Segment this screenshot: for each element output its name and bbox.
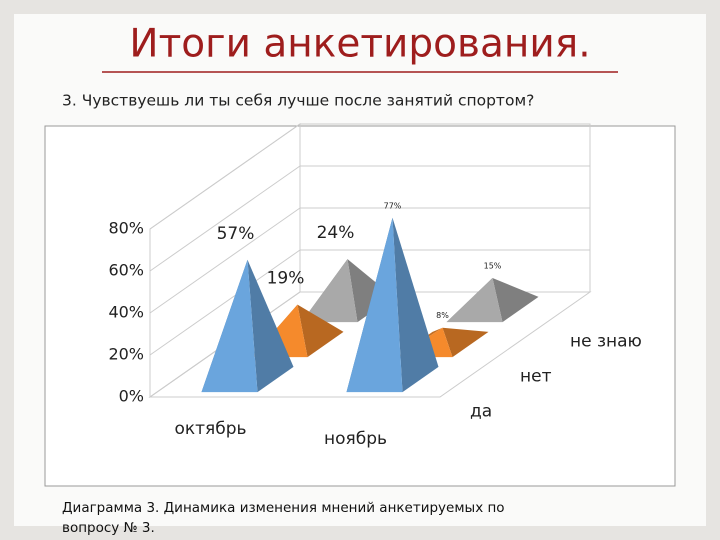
question: 3. Чувствуешь ли ты себя лучше после зан…: [62, 92, 534, 110]
series-label: не знаю: [570, 332, 642, 352]
pyramid-face: [446, 278, 503, 323]
grid-line: [149, 207, 590, 314]
pyramid-face: [392, 217, 439, 393]
pyramid-face: [347, 259, 394, 323]
caption-line: Диаграмма 3. Динамика изменения мнений а…: [62, 500, 505, 516]
pyramid-face: [301, 259, 358, 323]
grid-line: [149, 123, 590, 230]
grid-line: [149, 249, 590, 356]
data-label: 19%: [267, 269, 305, 289]
caption-line: вопросу № 3.: [62, 520, 155, 536]
x-tick-label: ноябрь: [324, 429, 387, 449]
pyramid-face: [201, 259, 258, 393]
pyramid-face: [346, 217, 403, 393]
y-tick-label: 20%: [108, 345, 144, 364]
data-label: 8%: [436, 311, 449, 320]
data-label: 77%: [384, 201, 402, 210]
x-tick-label: октябрь: [174, 419, 246, 439]
y-tick-label: 0%: [119, 387, 144, 406]
pyramid: [301, 259, 394, 323]
y-tick-label: 40%: [108, 303, 144, 322]
pyramid-face: [492, 278, 539, 323]
data-label: 15%: [484, 262, 502, 271]
pyramid: [446, 278, 539, 323]
pyramid: [346, 217, 439, 393]
series-label: нет: [520, 367, 552, 387]
pyramid-face: [442, 327, 489, 358]
data-label: 24%: [317, 223, 355, 243]
grid-line: [149, 165, 590, 272]
data-label: 57%: [217, 224, 255, 244]
pyramid-face: [247, 259, 294, 393]
series-label: да: [470, 402, 492, 422]
pyramid-face: [297, 304, 344, 358]
slide-title: Итоги анкетирования.: [129, 22, 590, 67]
y-tick-label: 80%: [108, 219, 144, 238]
pyramid: [201, 259, 294, 393]
y-tick-label: 60%: [108, 261, 144, 280]
